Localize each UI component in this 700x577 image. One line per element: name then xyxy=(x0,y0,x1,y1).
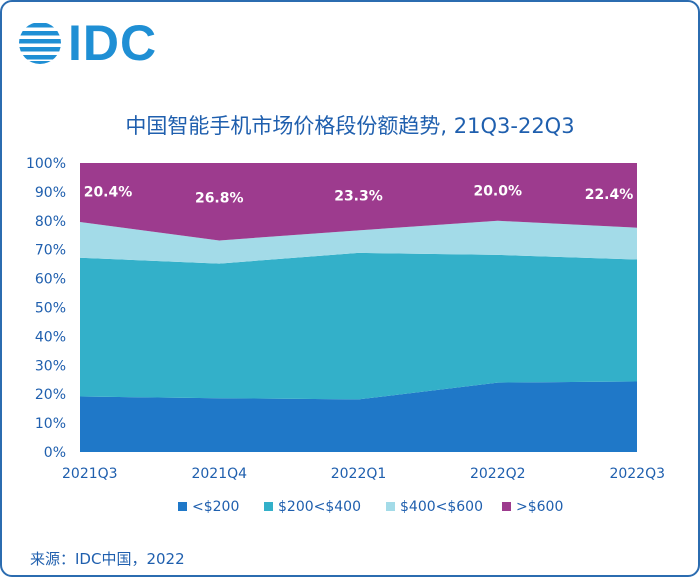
y-tick-label: 80% xyxy=(35,214,66,230)
logo-text: IDC xyxy=(68,15,158,71)
area-series-2 xyxy=(80,220,637,264)
idc-logo: IDC xyxy=(18,18,157,68)
y-tick-label: 20% xyxy=(35,387,66,403)
y-tick-label: 60% xyxy=(35,272,66,288)
area-series-3 xyxy=(80,163,637,241)
source-note: 来源：IDC中国，2022 xyxy=(30,550,185,568)
y-tick-label: 100% xyxy=(26,156,66,172)
y-tick-label: 70% xyxy=(35,243,66,259)
data-label: 20.0% xyxy=(473,184,522,200)
data-label: 20.4% xyxy=(84,184,133,200)
area-series-1 xyxy=(80,252,637,400)
y-tick-label: 10% xyxy=(35,416,66,432)
chart-title: 中国智能手机市场价格段份额趋势, 21Q3-22Q3 xyxy=(125,114,575,138)
legend-label: >$600 xyxy=(516,499,563,515)
area-series-0 xyxy=(80,381,637,452)
data-label: 23.3% xyxy=(334,188,383,204)
legend-label: $200<$400 xyxy=(278,499,361,515)
x-tick-label: 2022Q1 xyxy=(331,466,387,482)
y-tick-label: 40% xyxy=(35,329,66,345)
x-tick-label: 2022Q2 xyxy=(470,466,526,482)
legend-swatch xyxy=(386,502,395,511)
y-tick-label: 30% xyxy=(35,358,66,374)
legend-swatch xyxy=(178,502,187,511)
y-tick-label: 90% xyxy=(35,185,66,201)
legend-swatch xyxy=(502,502,511,511)
y-tick-label: 0% xyxy=(44,445,66,461)
data-label: 26.8% xyxy=(195,191,244,207)
legend-swatch xyxy=(264,502,273,511)
x-tick-label: 2021Q4 xyxy=(191,466,247,482)
globe-icon xyxy=(19,23,61,64)
data-label: 22.4% xyxy=(585,187,634,203)
y-tick-label: 50% xyxy=(35,301,66,317)
legend-label: $400<$600 xyxy=(400,499,483,515)
x-tick-label: 2022Q3 xyxy=(609,466,665,482)
legend-label: <$200 xyxy=(192,499,239,515)
x-tick-label: 2021Q3 xyxy=(62,466,118,482)
